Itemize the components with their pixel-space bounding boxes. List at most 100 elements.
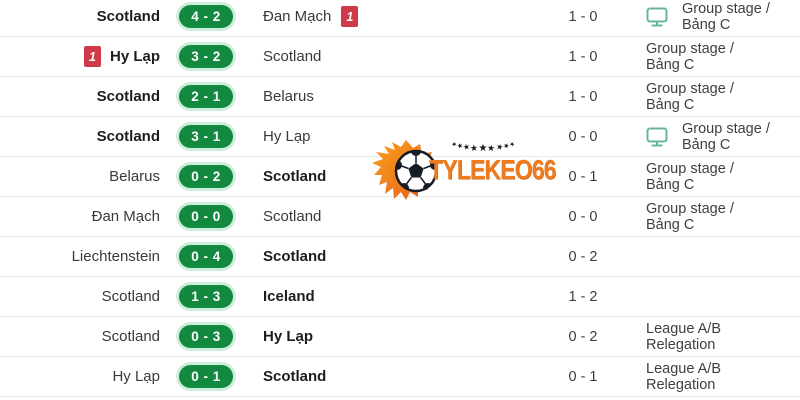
fulltime-score-badge: 1 - 3 — [179, 284, 233, 309]
fulltime-score-cell: 3 - 1 — [160, 124, 252, 149]
halftime-score: 1 - 0 — [568, 48, 598, 65]
competition-stage-cell: Group stage / Bảng C — [646, 81, 800, 113]
fulltime-score-badge: 0 - 2 — [179, 164, 233, 189]
halftime-score: 1 - 2 — [568, 288, 598, 305]
match-row[interactable]: Scotland 4 - 2 Đan Mạch 1 1 - 0 Group st… — [0, 0, 800, 37]
home-team-name: Hy Lạp — [112, 368, 160, 385]
halftime-score: 1 - 0 — [568, 88, 598, 105]
match-row[interactable]: Scotland 1 - 3 Iceland 1 - 2 — [0, 277, 800, 317]
fulltime-score-badge: 3 - 2 — [179, 44, 233, 69]
away-team-cell: Iceland — [252, 288, 520, 305]
competition-stage-cell: Group stage / Bảng C — [646, 1, 800, 33]
away-team-name: Scotland — [263, 208, 322, 225]
fulltime-score-cell: 0 - 0 — [160, 204, 252, 229]
away-team-cell: Scotland — [252, 208, 520, 225]
match-row[interactable]: Scotland 3 - 1 Hy Lạp 0 - 0 Group stage … — [0, 117, 800, 157]
fulltime-score-cell: 1 - 3 — [160, 284, 252, 309]
competition-stage-label: League A/B Relegation — [646, 320, 721, 353]
competition-stage-label: Group stage / Bảng C — [646, 80, 734, 113]
competition-stage-cell: Group stage / Bảng C — [646, 201, 800, 233]
fulltime-score-cell: 0 - 1 — [160, 364, 252, 389]
away-team-name: Scotland — [263, 168, 327, 185]
fulltime-score-cell: 2 - 1 — [160, 84, 252, 109]
home-team-name: Scotland — [96, 88, 160, 105]
halftime-score: 1 - 0 — [568, 8, 598, 25]
home-team-cell: Scotland — [0, 288, 160, 305]
home-team-cell: 1 Hy Lạp — [0, 46, 160, 67]
away-team-name: Hy Lạp — [263, 328, 314, 345]
fulltime-score-cell: 0 - 2 — [160, 164, 252, 189]
competition-stage-cell: Group stage / Bảng C — [646, 121, 800, 153]
competition-stage-label: Group stage / Bảng C — [646, 40, 734, 73]
home-team-name: Đan Mạch — [91, 208, 160, 225]
match-row[interactable]: Liechtenstein 0 - 4 Scotland 0 - 2 — [0, 237, 800, 277]
home-red-card-badge: 1 — [83, 46, 101, 67]
match-row[interactable]: Hy Lạp 0 - 1 Scotland 0 - 1 League A/B R… — [0, 357, 800, 397]
halftime-score: 0 - 2 — [568, 328, 598, 345]
tv-broadcast-icon[interactable] — [646, 127, 668, 147]
away-team-cell: Scotland — [252, 368, 520, 385]
away-team-cell: Belarus — [252, 88, 520, 105]
fulltime-score-badge: 2 - 1 — [179, 84, 233, 109]
away-team-cell: Scotland — [252, 48, 520, 65]
competition-stage-label: League A/B Relegation — [646, 360, 721, 393]
home-team-name: Scotland — [96, 128, 160, 145]
fulltime-score-badge: 0 - 3 — [179, 324, 233, 349]
tv-broadcast-icon[interactable] — [646, 7, 668, 27]
competition-stage-cell: League A/B Relegation — [646, 321, 800, 353]
home-team-cell: Scotland — [0, 8, 160, 25]
home-team-cell: Đan Mạch — [0, 208, 160, 225]
match-row[interactable]: Đan Mạch 0 - 0 Scotland 0 - 0 Group stag… — [0, 197, 800, 237]
away-team-cell: Đan Mạch 1 — [252, 6, 520, 27]
competition-stage-cell: League A/B Relegation — [646, 361, 800, 393]
competition-stage-label: Group stage / Bảng C — [646, 160, 734, 193]
halftime-score: 0 - 0 — [568, 208, 598, 225]
fulltime-score-cell: 3 - 2 — [160, 44, 252, 69]
home-team-cell: Belarus — [0, 168, 160, 185]
fulltime-score-badge: 0 - 4 — [179, 244, 233, 269]
fulltime-score-badge: 3 - 1 — [179, 124, 233, 149]
match-row[interactable]: Belarus 0 - 2 Scotland 0 - 1 Group stage… — [0, 157, 800, 197]
home-team-name: Scotland — [101, 288, 160, 305]
halftime-score: 0 - 0 — [568, 128, 598, 145]
away-team-cell: Scotland — [252, 168, 520, 185]
away-team-cell: Scotland — [252, 248, 520, 265]
away-team-name: Scotland — [263, 248, 327, 265]
halftime-score: 0 - 1 — [568, 368, 598, 385]
away-team-name: Scotland — [263, 368, 327, 385]
away-team-name: Đan Mạch — [263, 8, 332, 25]
home-team-cell: Scotland — [0, 328, 160, 345]
away-team-cell: Hy Lạp — [252, 128, 520, 145]
competition-stage-cell: Group stage / Bảng C — [646, 161, 800, 193]
away-team-cell: Hy Lạp — [252, 328, 520, 345]
match-row[interactable]: 1 Hy Lạp 3 - 2 Scotland 1 - 0 Group stag… — [0, 37, 800, 77]
match-row[interactable]: Scotland 2 - 1 Belarus 1 - 0 Group stage… — [0, 77, 800, 117]
halftime-score: 0 - 1 — [568, 168, 598, 185]
home-team-name: Scotland — [96, 8, 160, 25]
fulltime-score-cell: 4 - 2 — [160, 4, 252, 29]
away-team-name: Scotland — [263, 48, 322, 65]
away-team-name: Belarus — [263, 88, 314, 105]
away-red-card-badge: 1 — [341, 6, 359, 27]
competition-stage-label: Group stage / Bảng C — [682, 0, 770, 33]
home-team-cell: Liechtenstein — [0, 248, 160, 265]
competition-stage-label: Group stage / Bảng C — [646, 200, 734, 233]
home-team-cell: Scotland — [0, 128, 160, 145]
away-team-name: Iceland — [263, 288, 315, 305]
halftime-score: 0 - 2 — [568, 248, 598, 265]
match-row[interactable]: Scotland 0 - 3 Hy Lạp 0 - 2 League A/B R… — [0, 317, 800, 357]
away-team-name: Hy Lạp — [263, 128, 311, 145]
fulltime-score-cell: 0 - 4 — [160, 244, 252, 269]
home-team-name: Liechtenstein — [71, 248, 160, 265]
home-team-cell: Hy Lạp — [0, 368, 160, 385]
home-team-cell: Scotland — [0, 88, 160, 105]
fulltime-score-badge: 4 - 2 — [179, 4, 233, 29]
fulltime-score-badge: 0 - 0 — [179, 204, 233, 229]
fulltime-score-badge: 0 - 1 — [179, 364, 233, 389]
home-team-name: Scotland — [101, 328, 160, 345]
home-team-name: Belarus — [109, 168, 160, 185]
fulltime-score-cell: 0 - 3 — [160, 324, 252, 349]
competition-stage-label: Group stage / Bảng C — [682, 120, 770, 153]
